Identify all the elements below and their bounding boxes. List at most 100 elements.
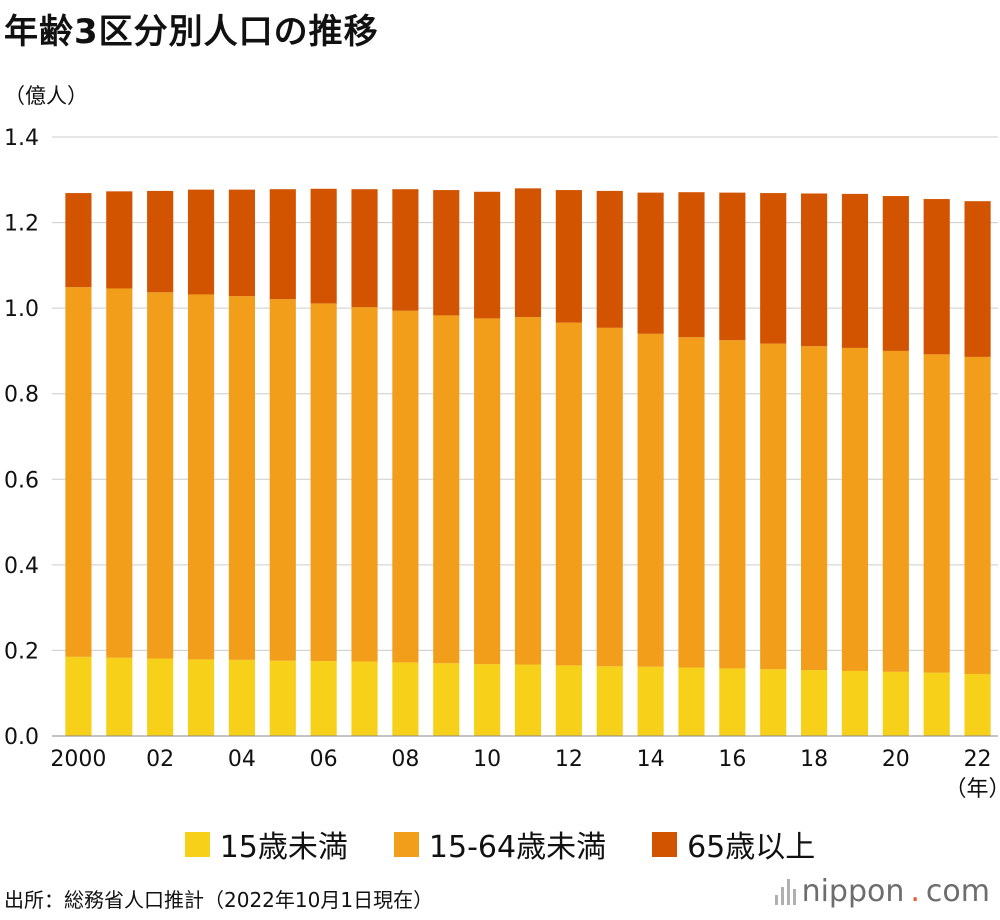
bar-segment: [841, 193, 869, 348]
bar-segment: [760, 193, 787, 344]
y-tick-label: 1.2: [4, 212, 39, 237]
bar-segment: [678, 192, 705, 338]
legend-label-under15: 15歳未満: [219, 830, 348, 865]
bar-segment: [392, 189, 419, 311]
bar-segment: [351, 189, 378, 308]
bar-segment: [187, 294, 215, 660]
source-note: 出所：総務省人口推計（2022年10月1日現在）: [4, 888, 434, 912]
bar-segment: [147, 292, 174, 659]
bar-segment: [147, 190, 174, 293]
y-tick-label: 0.0: [4, 725, 39, 750]
x-tick-label: 10: [473, 747, 501, 772]
bar-segment: [637, 192, 664, 334]
bar-segment: [923, 354, 950, 673]
bar-segment: [841, 347, 869, 671]
bar-segment: [106, 657, 133, 736]
x-tick-label: 20: [882, 747, 910, 772]
bar-segment: [555, 322, 582, 666]
bar-segment: [310, 303, 337, 662]
y-tick-label: 0.4: [4, 554, 39, 579]
legend-label-15to64: 15-64歳未満: [428, 830, 607, 865]
bar-segment: [637, 333, 664, 667]
legend-swatch-under15: [184, 831, 210, 857]
bar-segment: [882, 350, 909, 672]
bar-segment: [474, 664, 501, 736]
bar-segment: [555, 665, 582, 736]
bar-segment: [596, 327, 623, 667]
bar-segment: [760, 343, 787, 670]
bar-segment: [474, 318, 501, 665]
y-tick-label: 0.2: [4, 639, 39, 664]
bar-segment: [310, 661, 337, 736]
y-tick-label: 1.4: [4, 126, 39, 151]
stacked-bar-chart: 0.0 0.2 0.4 0.6 0.8 1.0 1.2 1.4 2000 02 04 06 08 10 12…: [4, 126, 1000, 802]
x-tick-label: 22: [964, 747, 992, 772]
bar-segment: [269, 299, 296, 661]
bar-segment: [719, 668, 746, 736]
bar-segment: [269, 660, 296, 736]
x-tick-label: 2000: [50, 747, 106, 772]
bar-segment: [841, 670, 869, 736]
bar-segment: [882, 196, 909, 351]
bar-segment: [65, 656, 92, 736]
bar-segment: [801, 346, 828, 671]
legend-item-15to64: 15-64歳未満: [393, 822, 607, 866]
bar-segment: [474, 191, 501, 319]
bar-segment: [433, 315, 460, 664]
bar-segment: [596, 190, 623, 328]
bar-segment: [678, 667, 705, 736]
bar-segment: [514, 664, 542, 736]
bar-segment: [433, 663, 460, 736]
legend-item-over65: 65歳以上: [652, 822, 815, 866]
x-tick-label: 14: [637, 747, 665, 772]
y-tick-label: 0.6: [4, 468, 39, 493]
bar-segment: [187, 189, 215, 295]
bar-segment: [678, 337, 705, 668]
bar-segment: [65, 287, 92, 657]
brand-logo: nippon. com: [774, 874, 990, 909]
bar-segment: [801, 670, 828, 736]
y-tick-label: 1.0: [4, 297, 39, 322]
brand-mark-icon: [774, 878, 796, 905]
bar-segment: [433, 190, 460, 316]
bar-segment: [719, 340, 746, 669]
bar-segment: [106, 288, 133, 658]
bar-segment: [106, 191, 133, 289]
bar-segment: [514, 188, 542, 318]
x-tick-label: 04: [228, 747, 256, 772]
bar-segment: [882, 671, 909, 736]
bar-segment: [514, 317, 542, 665]
bar-segment: [392, 662, 419, 736]
chart-title: 年齢3区分別人口の推移: [4, 12, 379, 52]
bar-segment: [555, 190, 582, 323]
bar-segment: [187, 659, 215, 736]
bar-segment: [801, 193, 828, 347]
x-tick-label: 02: [146, 747, 174, 772]
bar-segment: [964, 356, 991, 674]
bar-segment: [719, 192, 746, 341]
bar-segment: [147, 658, 174, 736]
bar-segment: [228, 296, 255, 660]
bar-segment: [964, 673, 991, 736]
y-axis-unit-label: （億人）: [4, 84, 88, 108]
bar-segment: [923, 672, 950, 736]
x-axis-unit-label: （年）: [945, 777, 1000, 802]
x-tick-label: 08: [391, 747, 419, 772]
brand-tld: com: [925, 874, 990, 909]
x-tick-label: 16: [718, 747, 746, 772]
bar-segment: [596, 666, 623, 736]
bar-segment: [923, 199, 950, 355]
bar-segment: [228, 659, 255, 736]
x-tick-label: 12: [555, 747, 583, 772]
bar-segment: [351, 661, 378, 736]
bar-segment: [269, 189, 296, 300]
x-tick-label: 06: [310, 747, 338, 772]
brand-dot: .: [910, 874, 920, 909]
bar-segment: [310, 188, 337, 304]
y-tick-label: 0.8: [4, 383, 39, 408]
bar-segment: [637, 666, 664, 736]
legend-label-over65: 65歳以上: [687, 830, 816, 865]
bar-segment: [351, 307, 378, 662]
bar-segment: [228, 189, 255, 297]
bar-segment: [65, 193, 92, 288]
